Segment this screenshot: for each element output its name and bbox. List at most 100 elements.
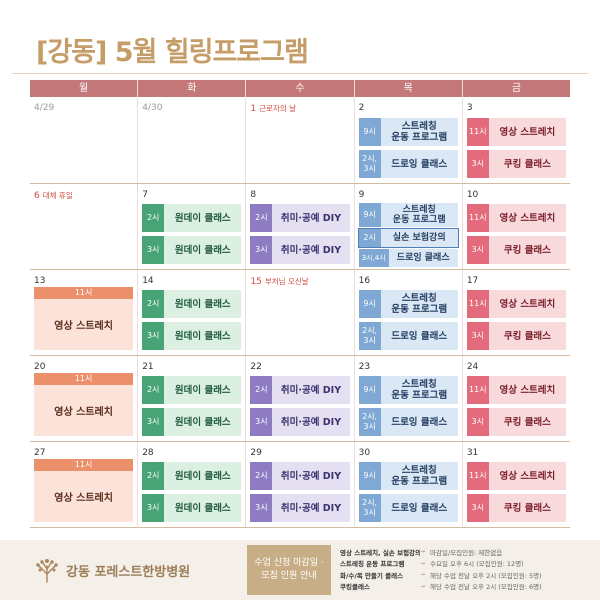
- program-event[interactable]: 3시 쿠킹 클래스: [466, 322, 567, 350]
- event-time: 9시: [358, 462, 381, 490]
- program-event[interactable]: 11시 영상 스트레치: [466, 290, 567, 318]
- day-date: 22: [250, 362, 262, 372]
- day-cell: 13 11시 영상 스트레치: [30, 270, 137, 355]
- week-row: 6 대체 휴일 7 2시 원데이 클래스 3시 원데이 클래스 8 2시 취미·공…: [30, 184, 570, 270]
- day-date: 23: [358, 362, 371, 372]
- day-date: 4/30: [142, 103, 163, 113]
- program-event[interactable]: 9시 스트레칭 운동 프로그램: [358, 462, 458, 490]
- program-event[interactable]: 11시 영상 스트레치: [466, 462, 567, 490]
- weekday-label: 금: [461, 80, 570, 97]
- event-time: 11시: [466, 376, 489, 404]
- event-name: 취미·공예 DIY: [272, 376, 350, 404]
- day-cell: 28 2시 원데이 클래스 3시 원데이 클래스: [137, 442, 245, 527]
- program-event[interactable]: 2시 실손 보험강의: [357, 228, 459, 248]
- day-cell: 22 2시 취미·공예 DIY 3시 취미·공예 DIY: [245, 356, 353, 441]
- event-time: 3시: [142, 236, 165, 264]
- day-date: 15: [250, 277, 262, 287]
- day-date: 17: [466, 276, 479, 286]
- program-event[interactable]: 11시 영상 스트레치: [34, 459, 134, 522]
- day-date: 14: [142, 276, 154, 286]
- event-time: 2시, 3시: [358, 494, 381, 522]
- info-list: 영상 스트레치, 실손 보험강의 → 마감일/모집인원: 제한없음 스트레칭 운…: [340, 546, 596, 592]
- event-time: 2시, 3시: [358, 322, 381, 350]
- program-event[interactable]: 3시 쿠킹 클래스: [466, 150, 567, 178]
- weekday-label: 수: [245, 80, 353, 97]
- day-date: 20: [34, 362, 46, 372]
- day-cell: 6 대체 휴일: [30, 184, 137, 269]
- program-event[interactable]: 2시, 3시 드로잉 클래스: [358, 322, 458, 350]
- program-event[interactable]: 2시, 3시 드로잉 클래스: [358, 494, 458, 522]
- event-time: 3시: [466, 322, 489, 350]
- program-event[interactable]: 9시 스트레칭 운동 프로그램: [358, 290, 458, 318]
- event-name: 영상 스트레치: [488, 376, 567, 404]
- event-name: 원데이 클래스: [164, 204, 242, 232]
- day-cell: 15 부처님 오신날: [245, 270, 353, 355]
- program-event[interactable]: 3시 원데이 클래스: [142, 408, 242, 436]
- event-name: 취미·공예 DIY: [272, 462, 350, 490]
- event-time: 2시: [142, 376, 165, 404]
- program-event[interactable]: 3시 쿠킹 클래스: [466, 494, 567, 522]
- program-event[interactable]: 3시 원데이 클래스: [142, 322, 242, 350]
- program-event[interactable]: 2시 취미·공예 DIY: [250, 376, 350, 404]
- event-time: 3시: [142, 322, 165, 350]
- program-event[interactable]: 3시 취미·공예 DIY: [250, 236, 350, 264]
- event-name: 원데이 클래스: [164, 494, 242, 522]
- program-event[interactable]: 2시, 3시 드로잉 클래스: [358, 408, 458, 436]
- day-date: 10: [466, 190, 479, 200]
- event-time: 3시: [250, 494, 273, 522]
- program-event[interactable]: 2시, 3시 드로잉 클래스: [358, 150, 458, 178]
- day-date: 7: [142, 190, 148, 200]
- program-event[interactable]: 3시 취미·공예 DIY: [250, 494, 350, 522]
- holiday-note: 근로자의 날: [259, 104, 297, 113]
- event-time: 11시: [34, 373, 134, 385]
- day-cell: 4/29: [30, 97, 137, 183]
- event-name: 취미·공예 DIY: [272, 408, 350, 436]
- program-event[interactable]: 2시 원데이 클래스: [142, 290, 242, 318]
- day-date: 28: [142, 448, 154, 458]
- hospital-logo: 강동 포레스트한방병원: [34, 557, 190, 583]
- event-time: 3시: [466, 408, 489, 436]
- event-time: 11시: [34, 459, 134, 471]
- event-name: 스트레칭 운동 프로그램: [380, 118, 458, 146]
- notice-line: 수업 신청 마감일 ·: [254, 558, 324, 568]
- program-event[interactable]: 11시 영상 스트레치: [466, 204, 567, 232]
- info-row: 스트레칭 운동 프로그램 → 수요일 오후 6시 (모집인원: 12명): [340, 558, 596, 570]
- event-name: 스트레칭 운동 프로그램: [380, 376, 458, 404]
- program-event[interactable]: 11시 영상 스트레치: [466, 376, 567, 404]
- program-event[interactable]: 3시 쿠킹 클래스: [466, 408, 567, 436]
- program-event[interactable]: 3시 쿠킹 클래스: [466, 236, 567, 264]
- program-event[interactable]: 2시 원데이 클래스: [142, 204, 242, 232]
- day-cell: 29 2시 취미·공예 DIY 3시 취미·공예 DIY: [245, 442, 353, 527]
- program-event[interactable]: 2시 원데이 클래스: [142, 376, 242, 404]
- program-event[interactable]: 3시 원데이 클래스: [142, 494, 242, 522]
- week-row: 27 11시 영상 스트레치 28 2시 원데이 클래스 3시 원데이 클래스 …: [30, 442, 570, 528]
- day-cell: 4/30: [137, 97, 245, 183]
- event-time: 2시: [250, 376, 273, 404]
- event-name: 원데이 클래스: [164, 376, 242, 404]
- program-event[interactable]: 2시 취미·공예 DIY: [250, 462, 350, 490]
- program-event[interactable]: 9시 스트레칭 운동 프로그램: [358, 118, 458, 146]
- tree-icon: [36, 559, 58, 583]
- program-event[interactable]: 3시,4시 드로잉 클래스: [358, 249, 458, 267]
- program-event[interactable]: 11시 영상 스트레치: [466, 118, 567, 146]
- event-name: 드로잉 클래스: [380, 322, 458, 350]
- program-event[interactable]: 3시 원데이 클래스: [142, 236, 242, 264]
- program-event[interactable]: 2시 원데이 클래스: [142, 462, 242, 490]
- weekday-header: 월 화 수 목 금: [30, 80, 570, 97]
- program-event[interactable]: 11시 영상 스트레치: [34, 287, 134, 350]
- program-event[interactable]: 9시 스트레칭 운동 프로그램: [358, 376, 458, 404]
- footer: 강동 포레스트한방병원 수업 신청 마감일 · 모집 인원 안내 영상 스트레치…: [0, 540, 600, 600]
- event-time: 11시: [466, 462, 489, 490]
- program-event[interactable]: 11시 영상 스트레치: [34, 373, 134, 436]
- program-event[interactable]: 2시 취미·공예 DIY: [250, 204, 350, 232]
- arrow-icon: →: [420, 559, 426, 567]
- event-time: 2시: [250, 462, 273, 490]
- event-name: 쿠킹 클래스: [488, 322, 567, 350]
- event-time: 3시: [142, 408, 165, 436]
- day-date: 16: [358, 276, 371, 286]
- program-event[interactable]: 9시 스트레칭 운동 프로그램: [358, 203, 458, 227]
- day-cell: 1 근로자의 날: [245, 97, 353, 183]
- program-event[interactable]: 3시 취미·공예 DIY: [250, 408, 350, 436]
- info-row: 영상 스트레치, 실손 보험강의 → 마감일/모집인원: 제한없음: [340, 546, 596, 558]
- event-name: 영상 스트레치: [488, 462, 567, 490]
